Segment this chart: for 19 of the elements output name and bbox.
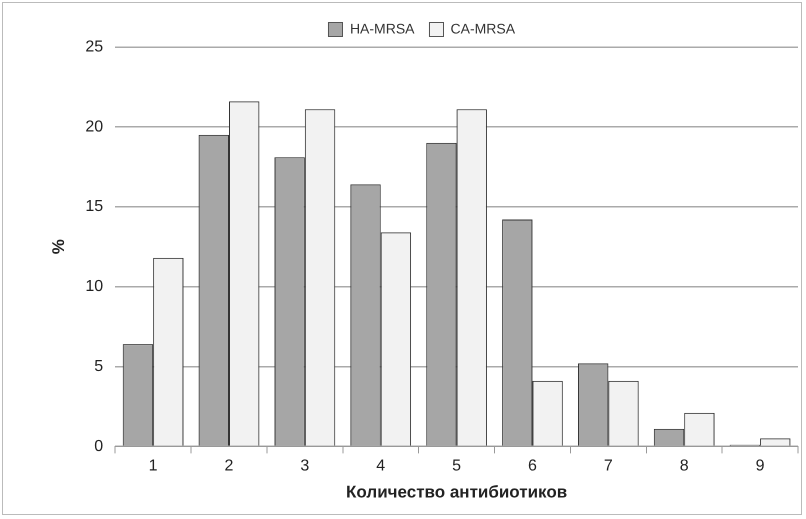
legend-label: HA-MRSA — [350, 20, 416, 36]
legend-label: CA-MRSA — [450, 20, 516, 36]
x-tick-label: 8 — [680, 457, 689, 474]
y-tick-label: 0 — [94, 438, 104, 455]
x-tick-label: 1 — [148, 457, 158, 474]
y-tick-label: 10 — [85, 278, 104, 296]
x-tick-label: 2 — [224, 457, 234, 474]
x-tick-label: 7 — [604, 457, 613, 474]
y-tick-label: 5 — [94, 358, 104, 375]
x-tick-label: 9 — [756, 457, 765, 474]
x-tick-label: 3 — [300, 457, 310, 474]
y-tick-label: 25 — [85, 38, 104, 56]
x-axis-title: Количество антибиотиков — [346, 482, 568, 502]
y-tick-label: 20 — [85, 118, 104, 136]
y-tick-label: 15 — [85, 198, 104, 216]
x-tick-label: 4 — [376, 457, 386, 474]
x-tick-label: 5 — [452, 457, 462, 474]
y-axis-title: % — [48, 239, 68, 254]
x-tick-label: 6 — [528, 457, 538, 474]
